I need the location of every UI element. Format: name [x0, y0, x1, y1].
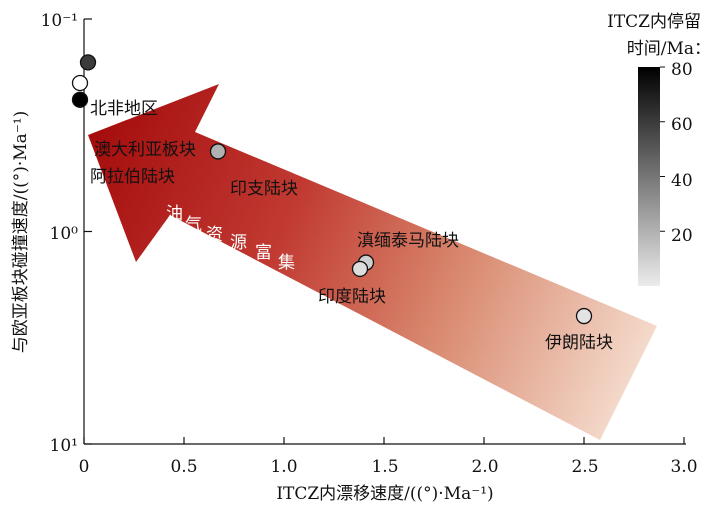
x-tick-label: 3.0 — [670, 457, 697, 477]
x-axis-title: ITCZ内漂移速度/((°)·Ma⁻¹) — [276, 484, 493, 504]
point-label: 印度陆块 — [318, 287, 386, 307]
arrow-label-char: 资 — [206, 225, 223, 245]
colorbar-tick-label: 80 — [671, 60, 693, 80]
arrow-label-char: 富 — [255, 243, 272, 263]
x-tick-label: 2.0 — [471, 457, 498, 477]
arrow-label-char: 源 — [230, 233, 247, 253]
data-point — [71, 74, 89, 92]
y-ticks — [84, 18, 92, 445]
data-point — [209, 143, 227, 160]
arrow-label-char: 油 — [166, 204, 183, 224]
colorbar-scale — [638, 67, 660, 286]
data-point — [79, 54, 97, 71]
colorbar-title-line2: 时间/Ma： — [627, 39, 711, 59]
colorbar: ITCZ内停留 时间/Ma： 80 60 40 20 — [607, 12, 711, 286]
x-tick-label: 1.0 — [270, 457, 297, 477]
point-label: 滇缅泰马陆块 — [357, 231, 459, 251]
x-tick-label: 0.5 — [170, 457, 197, 477]
colorbar-tick-label: 20 — [671, 226, 693, 246]
point-label: 印支陆块 — [230, 179, 298, 199]
arrow-label-char: 气 — [185, 215, 202, 235]
colorbar-title-line1: ITCZ内停留 — [607, 12, 701, 32]
y-tick-label: 10¹ — [50, 436, 78, 456]
point-label: 伊朗陆块 — [545, 333, 613, 353]
y-axis-title: 与欧亚板块碰撞速度/((°)·Ma⁻¹) — [11, 111, 31, 354]
point-label: 澳大利亚板块 — [94, 140, 196, 160]
data-points — [71, 54, 593, 325]
x-tick-labels: 0 0.5 1.0 1.5 2.0 2.5 3.0 — [79, 457, 698, 477]
colorbar-tick-label: 60 — [671, 115, 693, 135]
arrow-label-char: 集 — [278, 253, 295, 273]
x-tick-label: 2.5 — [571, 457, 598, 477]
point-labels: 北非地区 澳大利亚板块 阿拉伯陆块 印支陆块 滇缅泰马陆块 印度陆块 伊朗陆块 — [90, 99, 613, 353]
point-label: 北非地区 — [90, 99, 158, 119]
point-label: 阿拉伯陆块 — [90, 167, 175, 187]
y-tick-label: 10⁻¹ — [41, 11, 78, 31]
x-ticks — [83, 437, 685, 444]
arrow-label: 油 气 资 源 富 集 — [166, 204, 295, 273]
data-point — [351, 260, 369, 278]
x-tick-label: 0 — [79, 457, 90, 477]
x-tick-label: 1.5 — [371, 457, 398, 477]
data-point — [71, 91, 89, 108]
colorbar-tick-label: 40 — [671, 171, 693, 191]
y-tick-label: 10⁰ — [50, 224, 79, 244]
data-point — [575, 307, 593, 325]
